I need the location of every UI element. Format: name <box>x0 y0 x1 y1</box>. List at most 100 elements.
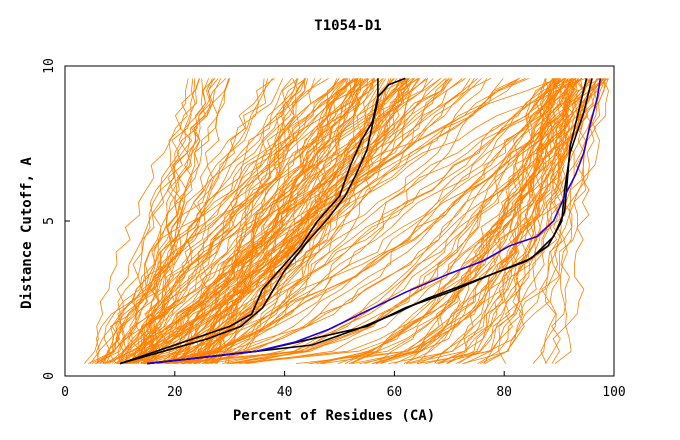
model-curve <box>198 78 387 364</box>
model-curve <box>221 78 594 364</box>
model-curve <box>102 78 358 364</box>
model-curve <box>215 78 520 364</box>
model-curve <box>148 78 231 364</box>
model-curve <box>131 78 346 364</box>
model-curve <box>544 78 588 364</box>
model-curve <box>174 78 560 364</box>
model-curve <box>372 78 607 364</box>
model-curve <box>554 78 600 364</box>
y-axis-label: Distance Cutoff, A <box>19 157 35 309</box>
model-curve <box>143 78 196 364</box>
model-curve <box>228 78 557 364</box>
x-tick-label: 100 <box>602 385 625 400</box>
model-curve <box>416 78 579 364</box>
model-curve <box>89 78 434 364</box>
model-curve <box>183 78 414 364</box>
model-curve <box>173 78 345 364</box>
model-curve <box>83 78 200 364</box>
model-curve <box>104 78 565 364</box>
model-curve <box>131 78 587 364</box>
model-curve <box>425 78 585 364</box>
model-curve <box>483 78 575 364</box>
model-curve <box>167 78 546 364</box>
model-curve <box>148 78 575 364</box>
model-curve <box>416 78 594 364</box>
model-curve <box>226 78 608 364</box>
model-curve <box>133 78 196 364</box>
highlight-series-2 <box>119 77 406 365</box>
model-curve <box>193 78 488 364</box>
model-curve <box>175 78 299 364</box>
model-curve <box>187 78 410 364</box>
model-curve <box>311 78 604 364</box>
background-models <box>83 78 609 364</box>
highlight-series <box>119 77 602 365</box>
model-curve <box>170 78 379 364</box>
model-curve <box>121 78 210 364</box>
model-curve <box>159 78 361 364</box>
model-curve <box>149 78 420 364</box>
x-axis-label: Percent of Residues (CA) <box>233 408 435 424</box>
model-curve <box>446 78 572 364</box>
model-curve <box>144 78 230 364</box>
model-curve <box>165 78 582 364</box>
model-curve <box>206 78 409 364</box>
model-curve <box>175 78 482 364</box>
model-curve <box>206 78 573 364</box>
highlight-series-4 <box>147 78 593 365</box>
x-axis-ticks: 0 20 40 60 80 100 <box>61 371 626 400</box>
model-curve <box>484 78 571 364</box>
model-curve <box>144 78 222 364</box>
model-curve <box>116 78 409 364</box>
model-curve <box>195 78 577 364</box>
model-curve <box>146 78 374 364</box>
model-curve <box>532 78 570 364</box>
model-curve <box>105 78 329 364</box>
model-curve <box>349 78 547 364</box>
x-tick-label: 20 <box>167 385 183 400</box>
model-curve <box>158 78 504 364</box>
model-curve <box>166 78 356 364</box>
model-curve <box>123 78 421 364</box>
model-curve <box>96 78 273 364</box>
model-curve <box>181 78 557 364</box>
model-curve <box>168 78 415 364</box>
model-curve <box>187 78 520 364</box>
model-curve <box>124 78 392 364</box>
chart-title: T1054-D1 <box>314 18 381 34</box>
model-curve <box>95 78 275 364</box>
model-curve <box>184 78 395 364</box>
model-curve <box>406 78 550 364</box>
y-tick-label: 10 <box>42 58 57 74</box>
y-tick-label: 5 <box>42 217 57 225</box>
model-curve <box>96 78 359 364</box>
model-curve <box>111 78 367 364</box>
highlight-series-1 <box>119 78 379 365</box>
model-curve <box>116 78 284 364</box>
y-axis-ticks: 0 5 10 <box>42 58 70 380</box>
model-curve <box>438 78 603 364</box>
model-curve <box>359 78 579 364</box>
model-curve <box>143 78 605 364</box>
model-curve <box>211 78 405 364</box>
model-curve <box>116 78 427 364</box>
model-curve <box>134 78 298 364</box>
model-curve <box>173 78 583 364</box>
model-curve <box>206 78 306 364</box>
model-curve <box>446 78 558 364</box>
model-curve <box>136 78 265 364</box>
model-curve <box>211 78 299 364</box>
model-curve <box>209 78 364 364</box>
y-tick-label: 0 <box>42 372 57 380</box>
model-curve <box>176 78 390 364</box>
model-curve <box>158 78 565 364</box>
x-tick-label: 40 <box>277 385 293 400</box>
x-tick-label: 60 <box>387 385 403 400</box>
model-curve <box>134 78 402 364</box>
model-curve <box>135 78 307 364</box>
model-curve <box>551 78 578 364</box>
model-curve <box>462 78 609 364</box>
x-tick-label: 80 <box>496 385 512 400</box>
model-curve <box>201 78 409 364</box>
